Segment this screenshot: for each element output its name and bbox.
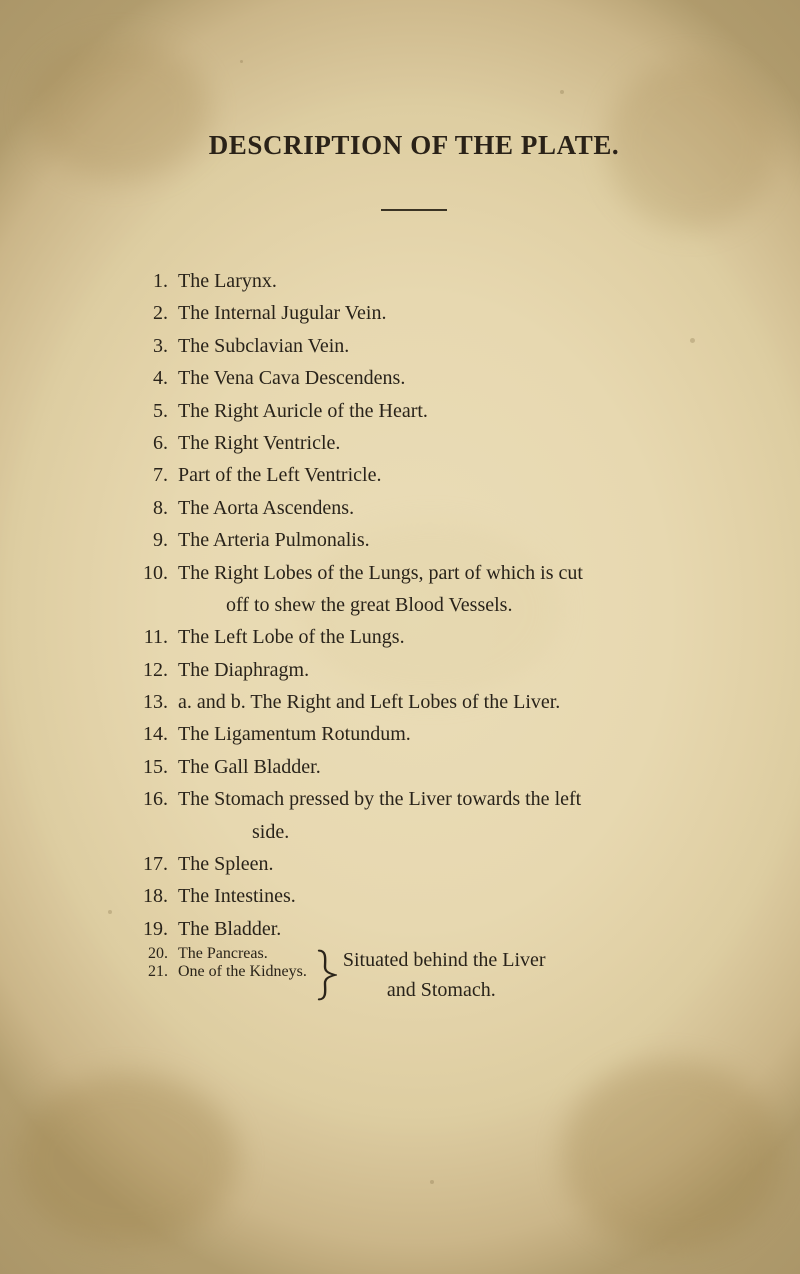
item-text: side. [178, 816, 708, 848]
item-number: 17. [120, 848, 178, 880]
item-text: The Gall Bladder. [178, 751, 708, 783]
list-item: 17.The Spleen. [120, 848, 708, 880]
item-text: The Diaphragm. [178, 654, 708, 686]
list-item: 18.The Intestines. [120, 880, 708, 912]
page-content: DESCRIPTION OF THE PLATE. 1.The Larynx.2… [120, 130, 708, 1005]
list-item: side. [120, 816, 708, 848]
list-item: 1.The Larynx. [120, 265, 708, 297]
list-item: 13.a. and b. The Right and Left Lobes of… [120, 686, 708, 718]
list-item: 21.One of the Kidneys. [120, 963, 313, 981]
list-item: 11.The Left Lobe of the Lungs. [120, 621, 708, 653]
brace-right-line: Situated behind the Liver [343, 945, 708, 975]
item-text: Part of the Left Ventricle. [178, 459, 708, 491]
list-item: 6.The Right Ventricle. [120, 427, 708, 459]
item-number: 18. [120, 880, 178, 912]
item-number: 2. [120, 297, 178, 329]
item-text: The Vena Cava Descendens. [178, 362, 708, 394]
item-number: 8. [120, 492, 178, 524]
list-item: 8.The Aorta Ascendens. [120, 492, 708, 524]
brace-left-items: 20.The Pancreas.21.One of the Kidneys. [120, 945, 313, 1005]
item-text: The Pancreas. [178, 945, 313, 963]
item-number: 10. [120, 557, 178, 589]
item-text: The Intestines. [178, 880, 708, 912]
item-number: 4. [120, 362, 178, 394]
item-number: 16. [120, 783, 178, 815]
brace-right-line: and Stomach. [343, 975, 708, 1005]
item-text: The Arteria Pulmonalis. [178, 524, 708, 556]
item-text: a. and b. The Right and Left Lobes of th… [178, 686, 708, 718]
list-item: 3.The Subclavian Vein. [120, 330, 708, 362]
plate-description-list: 1.The Larynx.2.The Internal Jugular Vein… [120, 265, 708, 945]
item-number: 6. [120, 427, 178, 459]
brace-right-text: Situated behind the Liver and Stomach. [343, 945, 708, 1005]
list-item: 16.The Stomach pressed by the Liver towa… [120, 783, 708, 815]
item-number: 20. [120, 945, 178, 963]
item-text: The Subclavian Vein. [178, 330, 708, 362]
curly-brace-icon [315, 949, 337, 1001]
page-title: DESCRIPTION OF THE PLATE. [120, 130, 708, 161]
item-number: 5. [120, 395, 178, 427]
item-number: 7. [120, 459, 178, 491]
list-item: 20.The Pancreas. [120, 945, 313, 963]
list-item: 19.The Bladder. [120, 913, 708, 945]
list-item: 10.The Right Lobes of the Lungs, part of… [120, 557, 708, 589]
item-text: The Ligamentum Rotundum. [178, 718, 708, 750]
item-text: The Spleen. [178, 848, 708, 880]
list-item: 9.The Arteria Pulmonalis. [120, 524, 708, 556]
item-text: One of the Kidneys. [178, 963, 313, 981]
item-number: 19. [120, 913, 178, 945]
list-item: 14.The Ligamentum Rotundum. [120, 718, 708, 750]
scanned-page: DESCRIPTION OF THE PLATE. 1.The Larynx.2… [0, 0, 800, 1274]
item-text: The Right Ventricle. [178, 427, 708, 459]
item-text: The Left Lobe of the Lungs. [178, 621, 708, 653]
item-text: off to shew the great Blood Vessels. [178, 589, 708, 621]
list-item: 12.The Diaphragm. [120, 654, 708, 686]
item-number: 1. [120, 265, 178, 297]
item-number: 15. [120, 751, 178, 783]
list-item: 5.The Right Auricle of the Heart. [120, 395, 708, 427]
list-item: 7.Part of the Left Ventricle. [120, 459, 708, 491]
brace-group: 20.The Pancreas.21.One of the Kidneys. S… [120, 945, 708, 1005]
item-number: 12. [120, 654, 178, 686]
horizontal-rule [381, 209, 447, 211]
list-item: 15.The Gall Bladder. [120, 751, 708, 783]
item-text: The Aorta Ascendens. [178, 492, 708, 524]
item-text: The Right Auricle of the Heart. [178, 395, 708, 427]
item-number: 9. [120, 524, 178, 556]
list-item: off to shew the great Blood Vessels. [120, 589, 708, 621]
item-text: The Stomach pressed by the Liver towards… [178, 783, 708, 815]
item-number: 21. [120, 963, 178, 981]
item-text: The Right Lobes of the Lungs, part of wh… [178, 557, 708, 589]
item-number: 13. [120, 686, 178, 718]
item-number: 3. [120, 330, 178, 362]
item-text: The Larynx. [178, 265, 708, 297]
item-text: The Bladder. [178, 913, 708, 945]
item-text: The Internal Jugular Vein. [178, 297, 708, 329]
item-number: 11. [120, 621, 178, 653]
item-number: 14. [120, 718, 178, 750]
list-item: 4.The Vena Cava Descendens. [120, 362, 708, 394]
list-item: 2.The Internal Jugular Vein. [120, 297, 708, 329]
